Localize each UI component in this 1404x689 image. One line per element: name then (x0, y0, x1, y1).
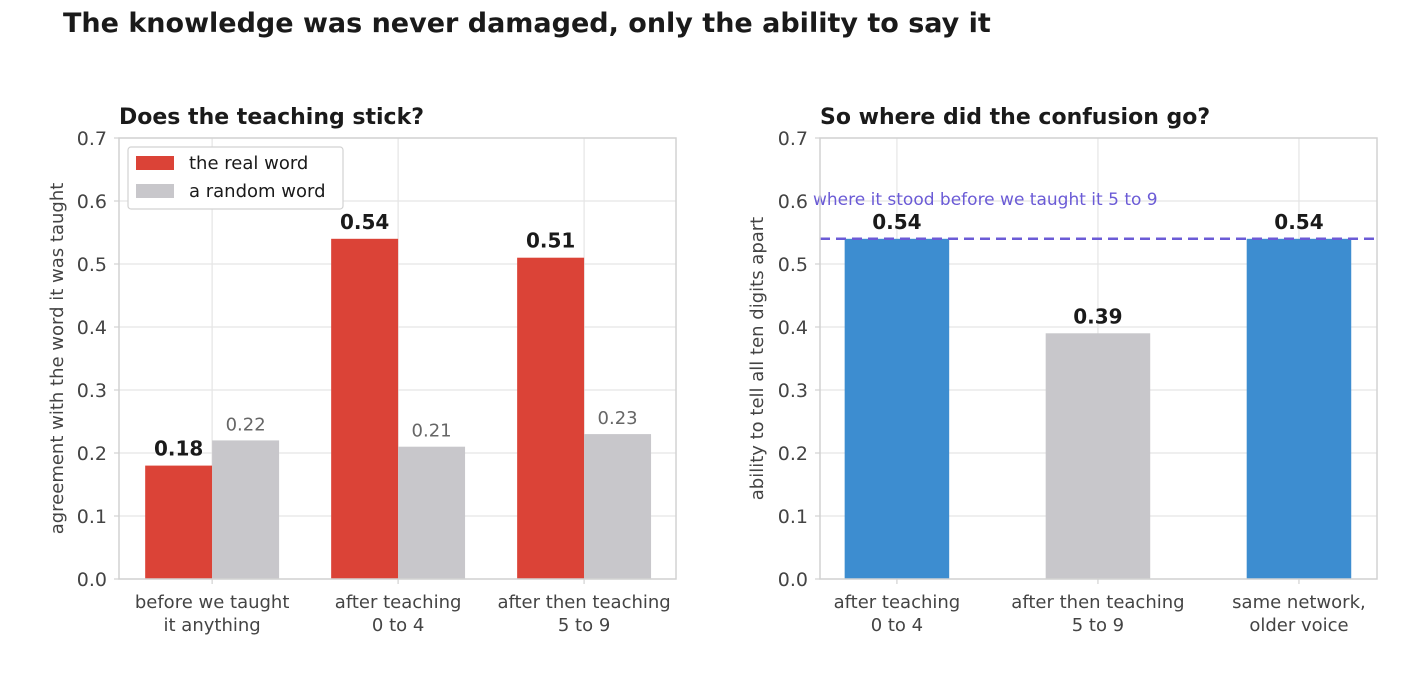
legend-swatch (136, 156, 174, 170)
data-label: 0.39 (1073, 304, 1122, 328)
data-label: 0.54 (340, 210, 389, 234)
y-tick-label: 0.5 (77, 254, 107, 276)
bar (844, 238, 950, 580)
bar-real-word (145, 465, 213, 579)
y-tick-label: 0.3 (77, 380, 107, 402)
bar-random-word (212, 440, 280, 579)
y-tick-label: 0.2 (77, 443, 107, 465)
legend-swatch (136, 184, 174, 198)
x-tick-label-line: older voice (1249, 615, 1348, 636)
y-tick-label: 0.3 (778, 380, 808, 402)
legend-box (127, 146, 344, 210)
x-tick-label: after then teaching 5 to 9 (1011, 592, 1184, 636)
bar-real-word (331, 238, 399, 580)
y-tick-label: 0.4 (778, 317, 808, 339)
x-tick-label: after teaching 0 to 4 (335, 592, 462, 636)
reference-line-label: where it stood before we taught it 5 to … (813, 190, 1158, 210)
x-tick-label: after then teaching 5 to 9 (497, 592, 670, 636)
bar (1045, 333, 1151, 579)
data-label: 0.18 (154, 437, 203, 461)
y-tick-label: 0.0 (778, 569, 808, 591)
x-tick-label: after teaching 0 to 4 (834, 592, 961, 636)
bar-random-word (398, 446, 466, 579)
x-tick-label-line: after teaching (335, 592, 462, 613)
data-label: 0.22 (226, 414, 266, 435)
chart-title: Does the teaching stick? (119, 105, 424, 130)
y-tick-label: 0.0 (77, 569, 107, 591)
x-tick-label-line: 0 to 4 (372, 615, 424, 636)
x-tick-label-line: after then teaching (497, 592, 670, 613)
axes-frame (118, 137, 677, 580)
y-tick-label: 0.7 (778, 128, 808, 150)
y-axis-label: ability to tell all ten digits apart (747, 217, 768, 501)
legend-label: a random word (189, 181, 326, 202)
x-tick-label-line: 0 to 4 (871, 615, 923, 636)
data-label: 0.54 (1274, 210, 1323, 234)
y-tick-label: 0.7 (77, 128, 107, 150)
chart-left: Does the teaching stick? 0.0 0.1 0.2 0.3 0.4 0… (47, 105, 677, 636)
x-tick-label: same network, older voice (1232, 592, 1366, 636)
x-tick-label-line: 5 to 9 (558, 615, 610, 636)
bar (1246, 238, 1352, 580)
y-tick-label: 0.6 (778, 191, 808, 213)
x-tick-label-line: it anything (164, 615, 261, 636)
y-tick-label: 0.5 (778, 254, 808, 276)
y-tick-label: 0.1 (778, 506, 808, 528)
data-label: 0.23 (598, 408, 638, 429)
x-tick-label: before we taught it anything (135, 592, 290, 636)
bar-random-word (584, 434, 652, 579)
data-label: 0.54 (872, 210, 921, 234)
data-label: 0.21 (412, 421, 452, 442)
axes-frame (819, 137, 1378, 580)
x-tick-label-line: after teaching (834, 592, 961, 613)
chart-right: So where did the confusion go? 0.0 0.1 0.2 0… (747, 105, 1378, 636)
chart-title: So where did the confusion go? (820, 105, 1210, 130)
data-label: 0.51 (526, 229, 575, 253)
legend: the real word a random word (127, 146, 344, 210)
y-tick-label: 0.4 (77, 317, 107, 339)
figure-title: The knowledge was never damaged, only th… (63, 8, 991, 39)
bar-real-word (517, 257, 585, 579)
x-tick-label-line: 5 to 9 (1072, 615, 1124, 636)
x-tick-label-line: same network, (1232, 592, 1366, 613)
y-axis-label: agreement with the word it was taught (47, 183, 68, 535)
y-tick-label: 0.6 (77, 191, 107, 213)
x-tick-label-line: after then teaching (1011, 592, 1184, 613)
y-tick-label: 0.2 (778, 443, 808, 465)
legend-label: the real word (189, 153, 308, 174)
x-tick-label-line: before we taught (135, 592, 290, 613)
y-tick-label: 0.1 (77, 506, 107, 528)
